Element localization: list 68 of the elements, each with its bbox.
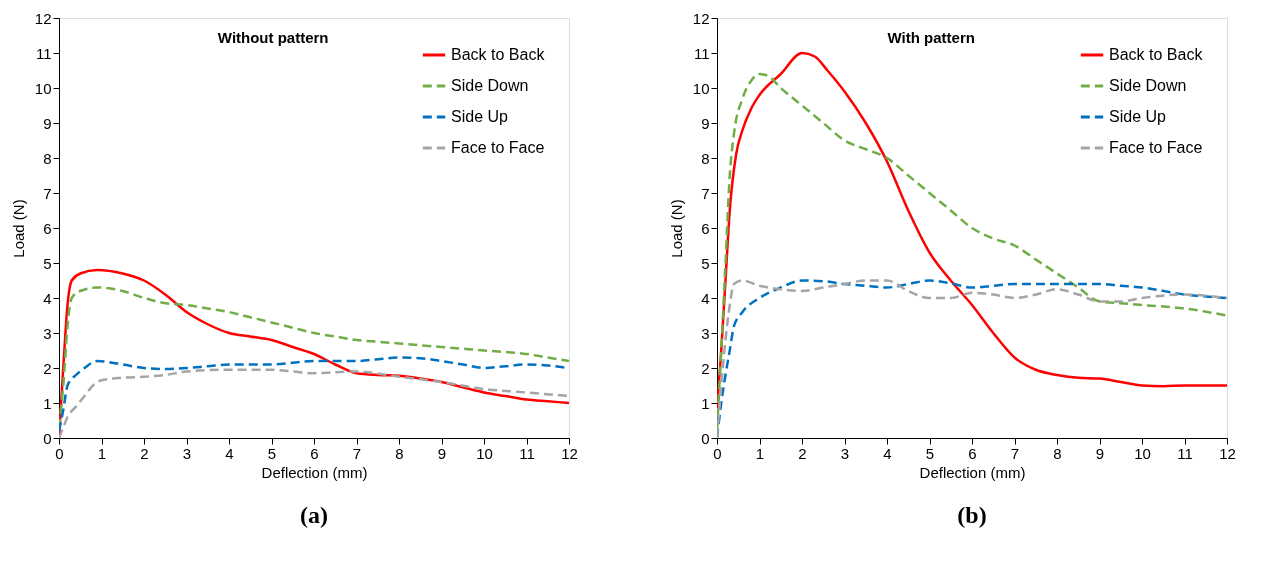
x-tick-label: 9: [437, 444, 447, 462]
x-tick-label: 7: [352, 444, 362, 462]
x-tick-label: 8: [1053, 444, 1062, 462]
y-tick-label: 11: [693, 44, 710, 62]
y-tick-label: 9: [701, 114, 710, 132]
text: (b): [957, 502, 987, 528]
x-tick-label: 1: [755, 444, 765, 462]
x-tick-label: 10: [476, 444, 493, 462]
y-tick-label: 0: [701, 429, 710, 447]
y-tick-label: 4: [43, 289, 52, 307]
x-tick-label: 6: [968, 444, 977, 462]
y-tick-label: 5: [43, 254, 52, 272]
x-tick-label: 11: [519, 444, 535, 462]
y-tick-label: 6: [43, 219, 52, 237]
x-tick-label: 2: [798, 444, 807, 462]
x-tick-label: 7: [1010, 444, 1020, 462]
text: (a): [300, 502, 328, 528]
y-tick-label: 9: [43, 114, 52, 132]
x-tick-label: 6: [310, 444, 319, 462]
y-axis-title: Load (N): [667, 199, 685, 258]
y-tick-label: 8: [43, 149, 52, 167]
x-tick-label: 4: [225, 444, 234, 462]
x-tick-label: 3: [182, 444, 192, 462]
x-tick-label: 11: [1177, 444, 1193, 462]
x-tick-label: 1: [97, 444, 107, 462]
y-tick-label: 5: [701, 254, 710, 272]
y-tick-label: 1: [701, 394, 710, 412]
y-tick-label: 12: [692, 9, 710, 27]
legend-label: Side Down: [451, 77, 529, 94]
y-tick-label: 3: [701, 324, 710, 342]
text: Without pattern: [217, 29, 329, 46]
x-tick-label: 5: [267, 444, 277, 462]
x-tick-label: 3: [840, 444, 850, 462]
y-tick-label: 10: [34, 79, 52, 97]
y-tick-label: 7: [701, 184, 710, 202]
y-axis-title: Load (N): [9, 199, 27, 258]
y-tick-label: 7: [43, 184, 52, 202]
y-tick-label: 12: [34, 9, 52, 27]
legend-label: Side Up: [451, 108, 509, 125]
y-tick-label: 6: [701, 219, 710, 237]
legend-label: Side Down: [1109, 77, 1187, 94]
y-tick-label: 3: [43, 324, 52, 342]
y-tick-label: 1: [43, 394, 52, 412]
y-tick-label: 0: [43, 429, 52, 447]
y-tick-label: 11: [35, 44, 52, 62]
x-tick-label: 0: [713, 444, 722, 462]
x-tick-label: 4: [883, 444, 892, 462]
legend-label: Face to Face: [1109, 139, 1203, 156]
x-tick-label: 8: [395, 444, 404, 462]
x-tick-label: 5: [925, 444, 935, 462]
y-tick-label: 8: [701, 149, 710, 167]
x-axis-title: Deflection (mm): [261, 463, 368, 481]
legend-label: Side Up: [1109, 108, 1167, 125]
x-tick-label: 2: [140, 444, 149, 462]
text: With pattern: [887, 29, 975, 46]
legend-label: Face to Face: [451, 139, 545, 156]
y-tick-label: 10: [692, 79, 710, 97]
x-tick-label: 0: [55, 444, 64, 462]
y-tick-label: 4: [701, 289, 710, 307]
y-tick-label: 2: [701, 359, 710, 377]
x-tick-label: 10: [1134, 444, 1151, 462]
legend-label: Back to Back: [451, 46, 546, 63]
x-tick-label: 9: [1095, 444, 1105, 462]
x-tick-label: 12: [561, 444, 578, 462]
x-axis-title: Deflection (mm): [919, 463, 1026, 481]
y-tick-label: 2: [43, 359, 52, 377]
x-tick-label: 12: [1219, 444, 1236, 462]
legend-label: Back to Back: [1109, 46, 1204, 63]
